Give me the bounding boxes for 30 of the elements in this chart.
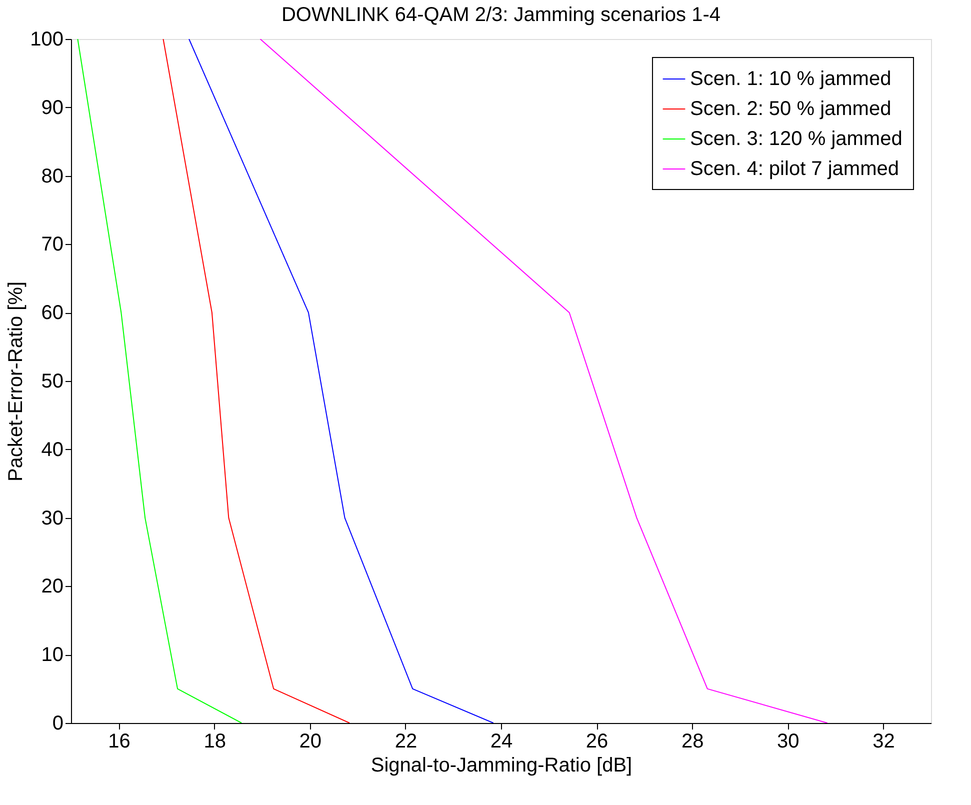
x-tick-label: 16 xyxy=(108,730,130,752)
legend-label: Scen. 3: 120 % jammed xyxy=(690,128,902,150)
x-tick-label: 22 xyxy=(394,730,418,752)
x-tick-label: 24 xyxy=(490,730,513,752)
chart-title: DOWNLINK 64-QAM 2/3: Jamming scenarios 1-4 xyxy=(281,4,721,26)
x-tick-label: 32 xyxy=(872,730,895,752)
y-tick-label: 80 xyxy=(41,165,64,188)
y-tick-label: 40 xyxy=(41,438,64,461)
y-axis-title: Packet-Error-Ratio [%] xyxy=(5,281,28,482)
legend-label: Scen. 4: pilot 7 jammed xyxy=(690,158,899,180)
y-tick-label: 10 xyxy=(41,644,64,666)
x-tick-label: 28 xyxy=(681,730,704,752)
y-tick-label: 0 xyxy=(52,712,64,734)
x-tick-label: 18 xyxy=(204,730,226,752)
y-tick-label: 70 xyxy=(41,234,64,256)
line-series xyxy=(77,39,242,723)
y-tick-label: 50 xyxy=(41,370,64,392)
y-tick-label: 30 xyxy=(41,507,64,530)
y-tick-label: 90 xyxy=(41,96,64,119)
y-tick-label: 100 xyxy=(30,28,64,50)
line-series xyxy=(162,39,350,723)
x-tick-label: 20 xyxy=(299,730,322,752)
y-tick-label: 20 xyxy=(41,576,64,598)
x-tick-label: 30 xyxy=(777,730,800,752)
y-tick-label: 60 xyxy=(41,302,64,324)
legend-label: Scen. 2: 50 % jammed xyxy=(690,98,892,120)
legend-label: Scen. 1: 10 % jammed xyxy=(690,68,892,90)
x-tick-label: 26 xyxy=(586,730,608,752)
x-axis-title: Signal-to-Jamming-Ratio [dB] xyxy=(370,754,632,776)
line-series xyxy=(188,39,494,723)
